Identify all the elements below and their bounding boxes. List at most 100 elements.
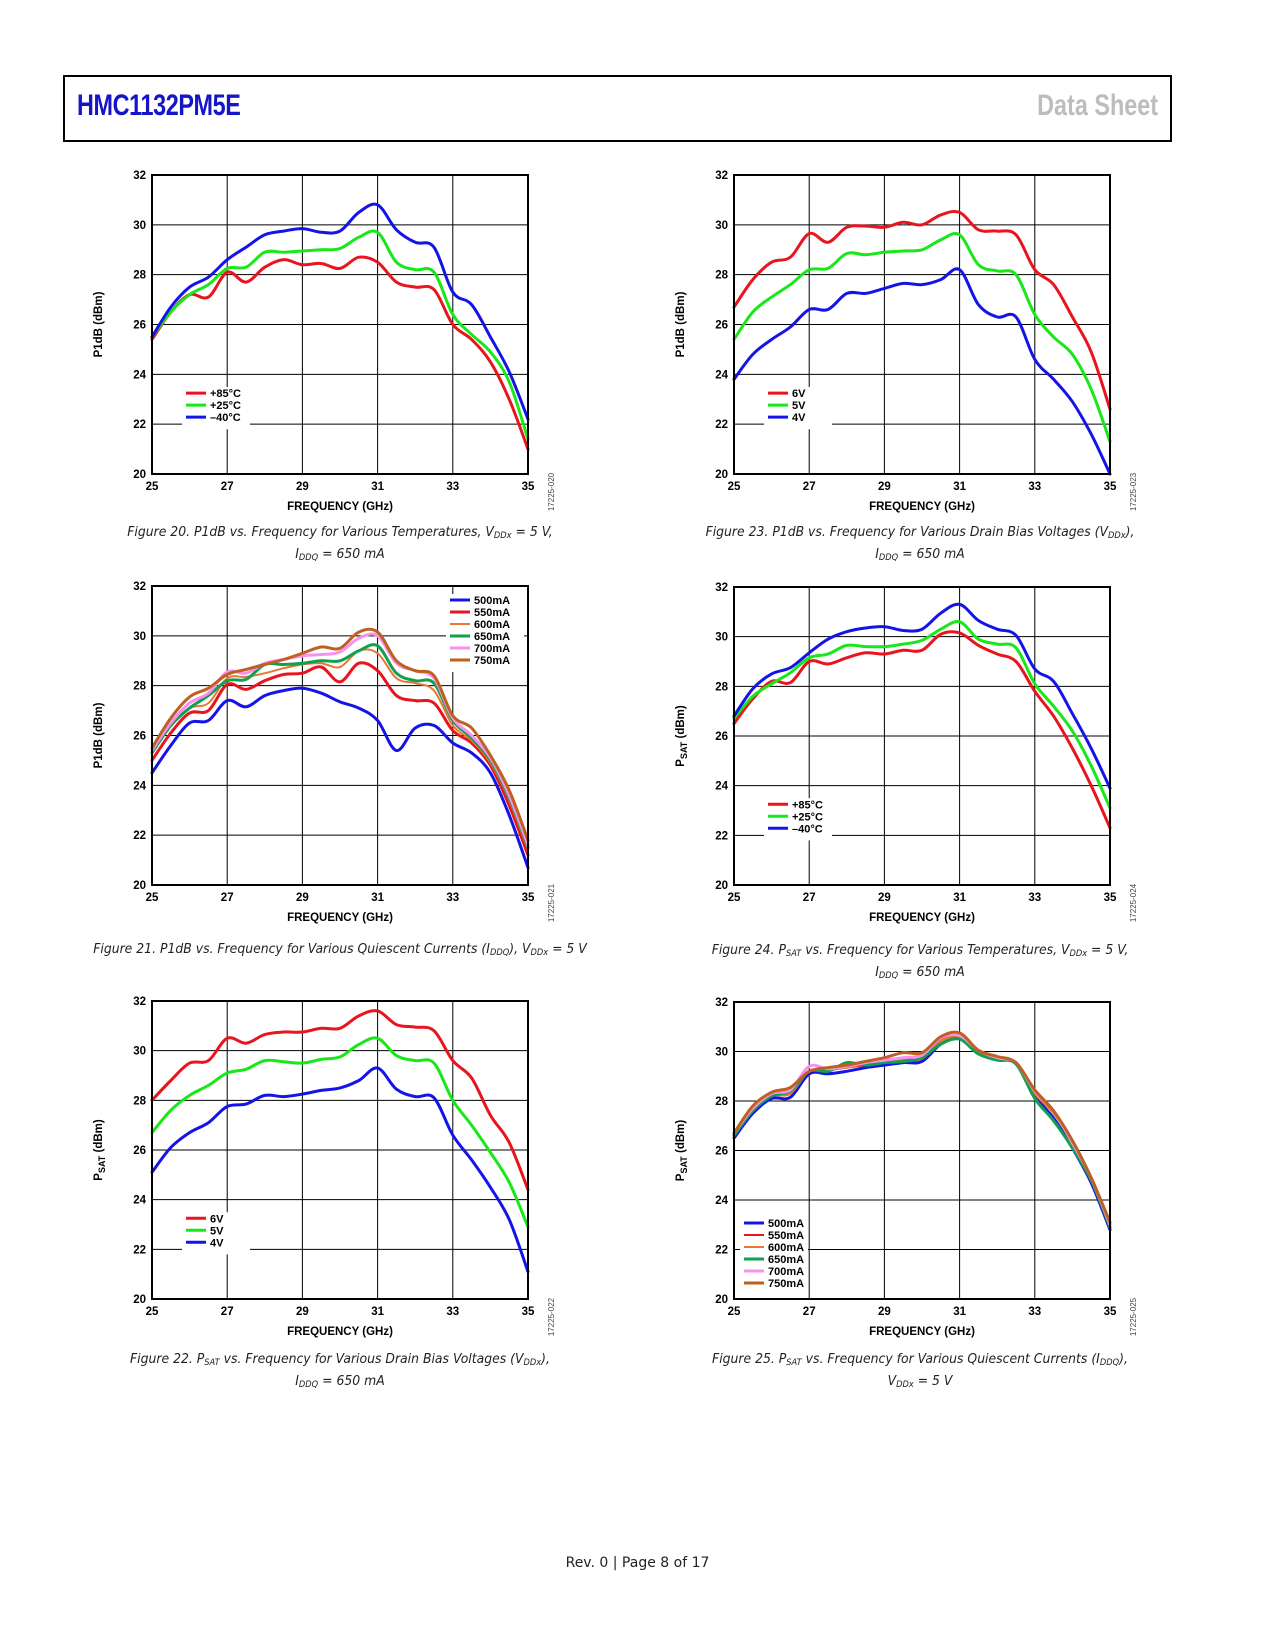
legend-label: 5V [792, 400, 806, 412]
x-axis-label: FREQUENCY (GHz) [869, 1326, 975, 1338]
y-tick-label: 32 [715, 170, 728, 182]
x-tick-label: 29 [878, 1306, 891, 1318]
plot-frame [733, 1001, 1111, 1300]
figure-24-caption: Figure 24. PSAT vs. Frequency for Variou… [711, 942, 1129, 981]
y-tick-label: 22 [133, 419, 146, 431]
x-tick-label: 33 [446, 481, 459, 493]
y-tick-label: 22 [715, 419, 728, 431]
x-tick-label: 35 [522, 1306, 535, 1318]
y-tick-label: 26 [133, 731, 146, 743]
series-line-25c [150, 229, 530, 441]
y-tick-label: 30 [133, 1046, 146, 1058]
y-tick-label: 28 [133, 270, 146, 282]
legend-label: 6V [792, 388, 806, 400]
series-line-550ma [733, 1033, 1111, 1229]
series-line-40c [150, 202, 530, 421]
y-axis-label: PSAT (dBm) [93, 1119, 107, 1181]
y-tick-label: 30 [715, 1047, 728, 1059]
x-tick-label: 27 [803, 1306, 816, 1318]
x-tick-label: 27 [803, 481, 816, 493]
page-footer: Rev. 0 | Page 8 of 17 [565, 1555, 710, 1571]
series-line-5v [732, 231, 1112, 444]
legend-label: 550mA [474, 607, 510, 619]
y-tick-label: 30 [715, 632, 728, 644]
y-tick-label: 28 [715, 270, 728, 282]
x-axis-label: FREQUENCY (GHz) [869, 912, 975, 924]
legend-label: 4V [792, 412, 806, 424]
plot-frame [151, 174, 529, 475]
legend-label: –40°C [792, 823, 823, 835]
series-line-700ma [150, 632, 530, 847]
y-tick-label: 24 [715, 1195, 728, 1207]
x-tick-label: 29 [878, 481, 891, 493]
legend-label: 650mA [474, 631, 510, 643]
series-line-600ma [733, 1035, 1111, 1229]
x-tick-label: 31 [371, 892, 384, 904]
grid [733, 1001, 1111, 1300]
y-tick-label: 28 [133, 681, 146, 693]
y-tick-label: 24 [715, 369, 728, 381]
y-axis-label: P1dB (dBm) [93, 702, 105, 768]
x-tick-label: 31 [371, 481, 384, 493]
figure-20-caption: Figure 20. P1dB vs. Frequency for Variou… [127, 524, 553, 563]
y-tick-label: 26 [715, 731, 728, 743]
figure-code: 17225-024 [1129, 883, 1138, 922]
figure-code: 17225-025 [1129, 1297, 1138, 1336]
x-tick-label: 33 [446, 892, 459, 904]
legend-label: +85°C [792, 799, 823, 811]
series-line-4v [732, 267, 1112, 476]
series-group [150, 202, 530, 451]
series-line-4v [150, 1066, 530, 1274]
x-tick-label: 25 [146, 481, 159, 493]
y-tick-label: 32 [133, 996, 146, 1008]
plot-frame [151, 1000, 529, 1300]
x-axis-label: FREQUENCY (GHz) [869, 501, 975, 513]
x-axis-label: FREQUENCY (GHz) [287, 501, 393, 513]
x-tick-label: 31 [953, 892, 966, 904]
series-line-650ma [150, 643, 530, 850]
legend-label: +25°C [210, 400, 241, 412]
y-tick-label: 32 [133, 581, 146, 593]
y-tick-label: 24 [715, 781, 728, 793]
part-number: HMC1132PM5E [77, 89, 241, 122]
y-tick-label: 24 [133, 780, 146, 792]
series-line-650ma [732, 1037, 1112, 1229]
series-group [150, 627, 530, 870]
series-group [732, 209, 1112, 476]
series-line-25c [732, 620, 1112, 810]
series-line-5v [150, 1036, 530, 1229]
series-line-600ma [151, 648, 529, 852]
legend-label: 700mA [474, 643, 510, 655]
y-tick-label: 30 [133, 220, 146, 232]
y-tick-label: 20 [715, 1294, 728, 1306]
figure-code: 17225-022 [547, 1297, 556, 1336]
x-tick-label: 29 [296, 892, 309, 904]
figure-23-caption: Figure 23. P1dB vs. Frequency for Variou… [705, 524, 1135, 563]
y-tick-label: 20 [715, 880, 728, 892]
y-tick-label: 28 [715, 681, 728, 693]
y-tick-label: 22 [133, 830, 146, 842]
legend-label: 750mA [474, 655, 510, 667]
x-tick-label: 25 [728, 481, 741, 493]
legend-label: 5V [210, 1225, 224, 1237]
y-tick-label: 24 [133, 1195, 146, 1207]
y-tick-label: 26 [133, 1145, 146, 1157]
legend-label: +85°C [210, 388, 241, 400]
y-tick-label: 22 [715, 1245, 728, 1257]
x-tick-label: 29 [296, 1306, 309, 1318]
legend-label: 650mA [768, 1254, 804, 1266]
x-tick-label: 33 [1028, 481, 1041, 493]
legend-label: 500mA [768, 1218, 804, 1230]
y-tick-label: 20 [133, 1294, 146, 1306]
x-tick-label: 27 [221, 1306, 234, 1318]
x-tick-label: 35 [1104, 892, 1117, 904]
legend-label: 500mA [474, 595, 510, 607]
x-tick-label: 35 [522, 892, 535, 904]
x-tick-label: 29 [296, 481, 309, 493]
series-line-6v [732, 209, 1112, 411]
series-line-750ma [732, 1030, 1112, 1224]
series-group [150, 1009, 530, 1274]
